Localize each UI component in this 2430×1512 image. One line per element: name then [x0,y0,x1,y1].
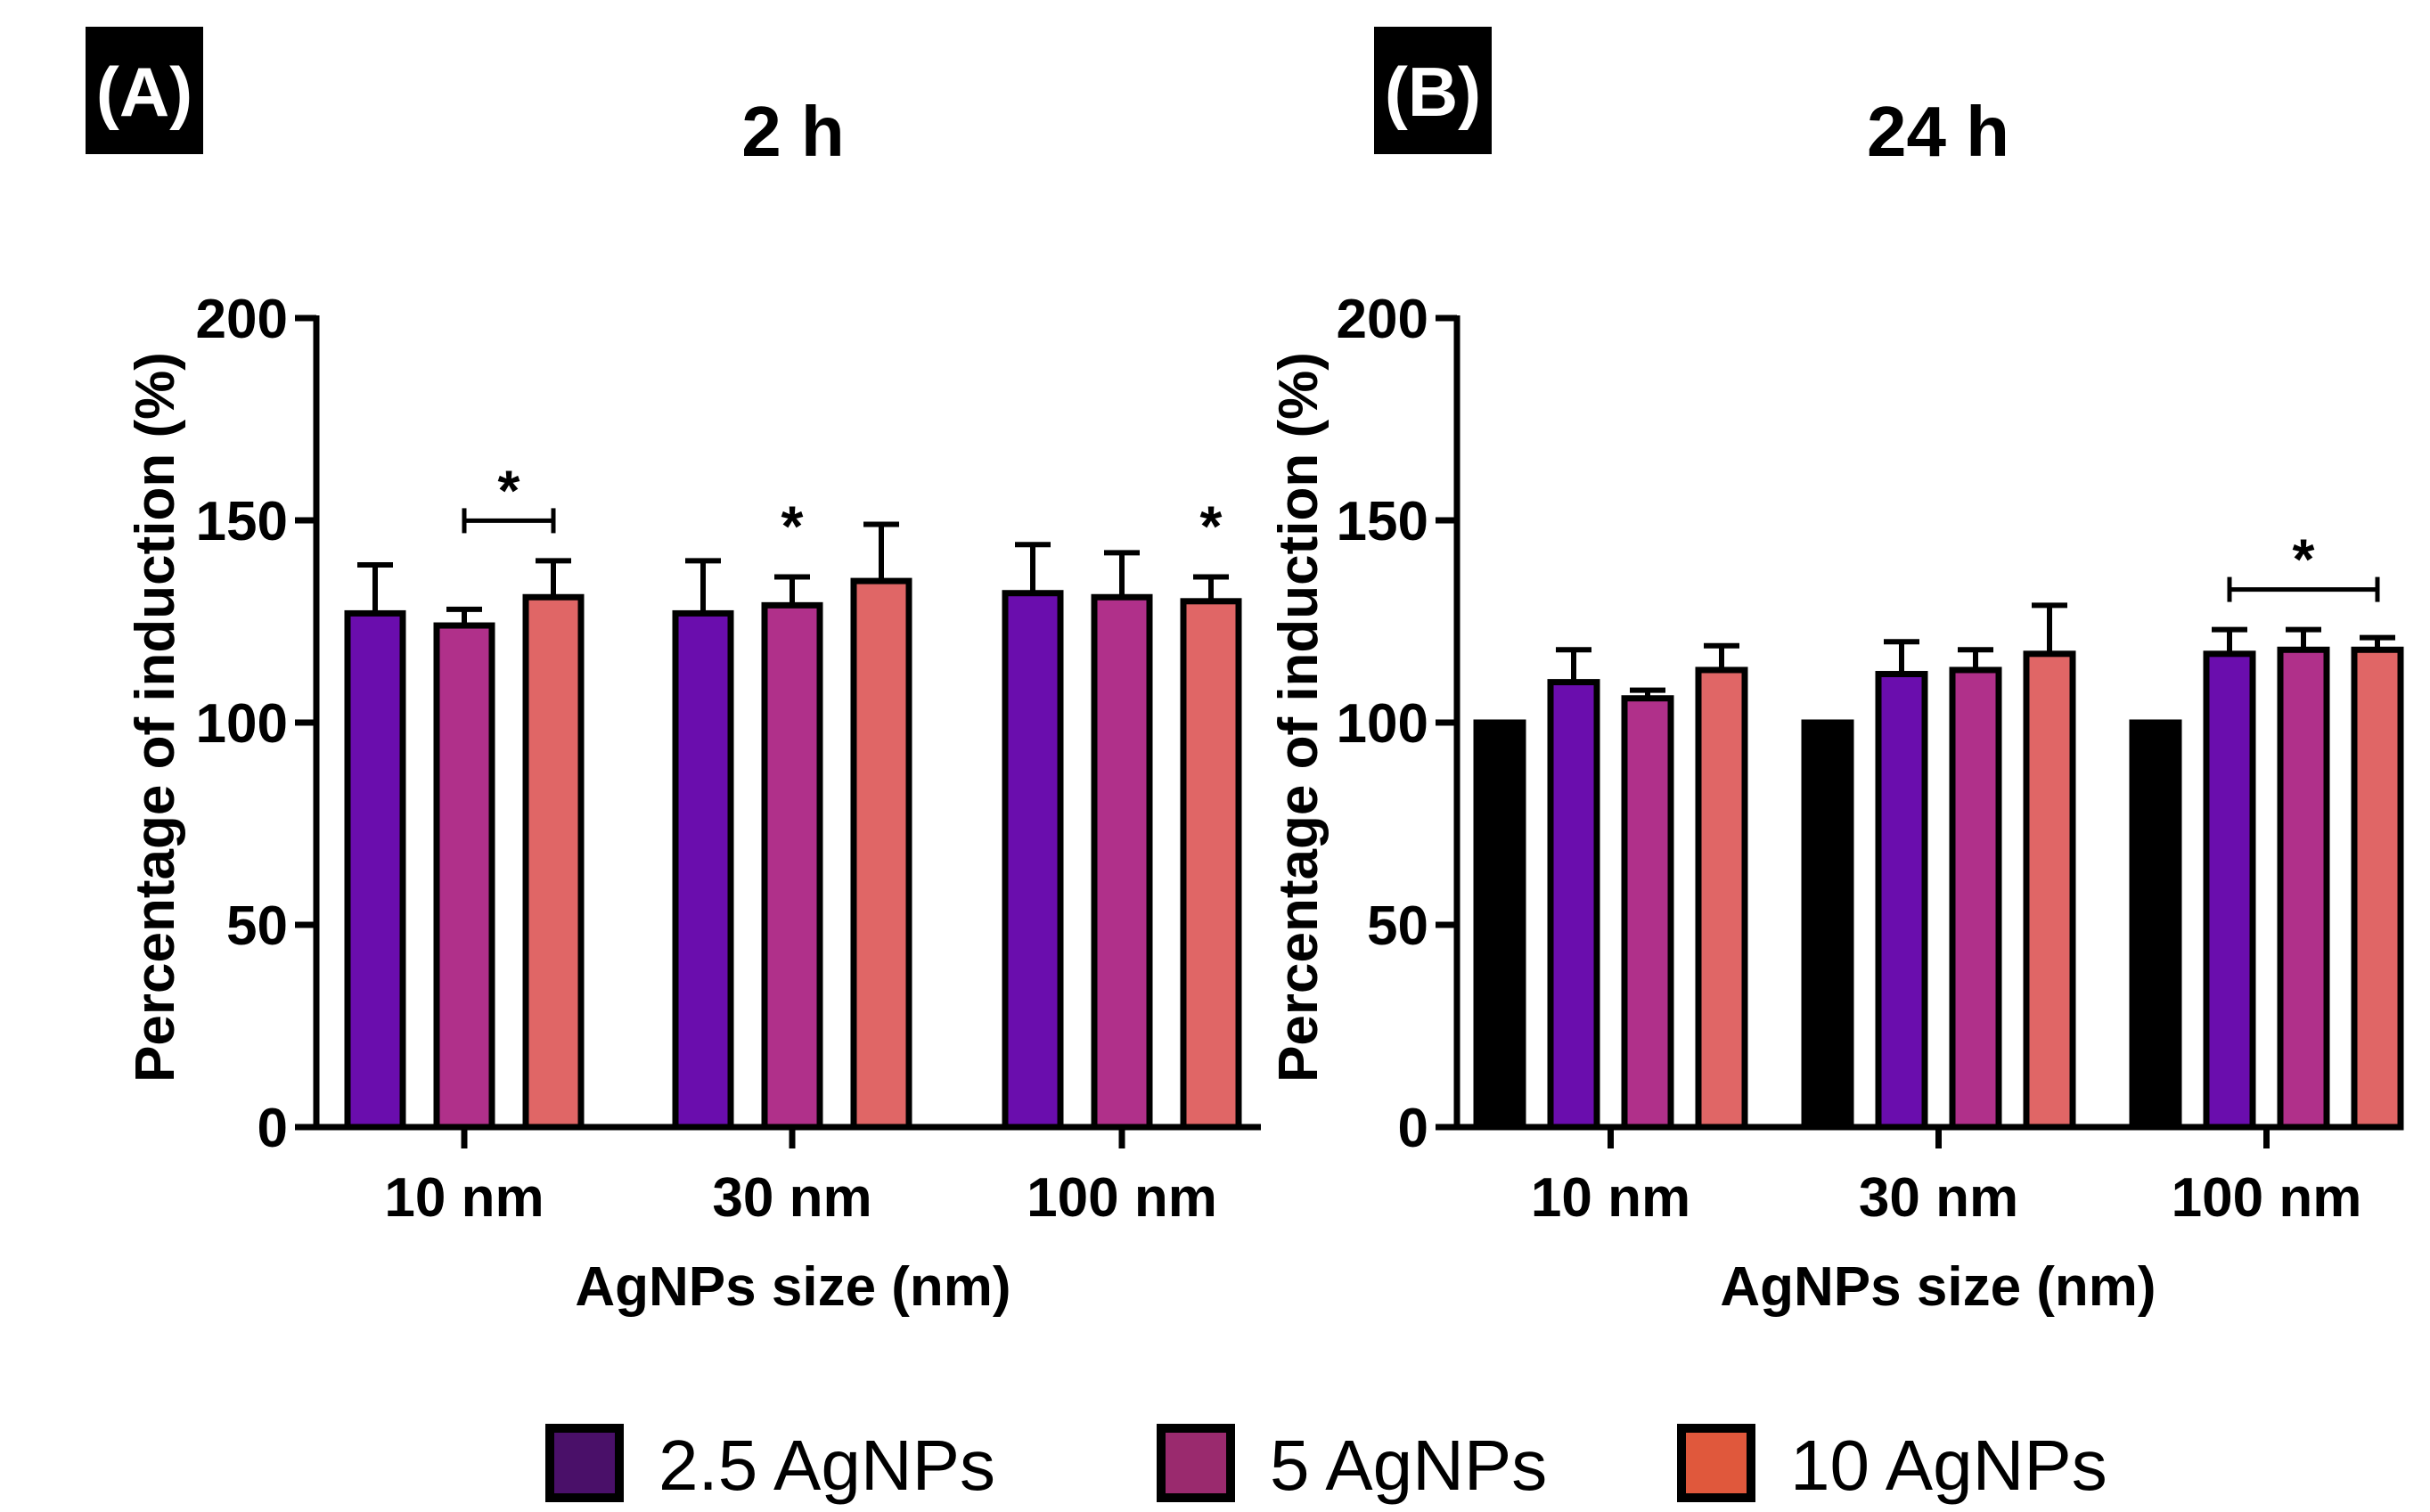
y-tick-label: 100 [1337,693,1428,755]
bar-5-agnps [761,601,823,1131]
bar-5-agnps [1621,695,1674,1131]
chart-title: 2 h [741,92,845,171]
y-tick-label: 0 [1398,1098,1428,1159]
panel-badge [1374,27,1492,154]
bar-10-agnps [1695,666,1748,1131]
x-tick-label: 10 nm [1531,1167,1690,1229]
bar-2-5-agnps [344,609,406,1131]
bar-2-5-agnps [1002,590,1064,1131]
x-tick-label: 30 nm [712,1167,871,1229]
x-axis-label: AgNPs size (nm) [575,1256,1010,1318]
significance-star: * [781,494,804,559]
bar-10-agnps [2351,646,2404,1131]
bar-10-agnps [2023,650,2076,1131]
chart-title: 24 h [1867,92,2009,171]
y-tick-label: 0 [258,1098,288,1159]
x-tick-label: 100 nm [2172,1167,2362,1229]
legend-swatch [1157,1424,1235,1502]
bar-2-5-agnps [2203,650,2256,1131]
y-tick-label: 200 [196,289,288,350]
bar-5-agnps [2277,646,2330,1131]
bar-control [1473,719,1526,1131]
bar-10-agnps [850,577,912,1131]
x-axis-label: AgNPs size (nm) [1720,1256,2156,1318]
bar-5-agnps [1949,666,2002,1131]
legend-swatch [545,1424,624,1502]
panel-letter: (A) [96,53,192,131]
y-tick-label: 50 [226,895,288,957]
x-tick-label: 100 nm [1027,1167,1217,1229]
x-tick-label: 10 nm [384,1167,544,1229]
bar-2-5-agnps [1875,671,1928,1131]
y-tick-label: 150 [1337,491,1428,552]
y-axis-label: Percentage of induction (%) [1268,352,1330,1083]
bar-5-agnps [433,622,495,1131]
bar-2-5-agnps [1547,679,1600,1131]
significance-star: * [2293,527,2315,592]
legend: 2.5 AgNPs 5 AgNPs 10 AgNPs [545,1424,2107,1505]
bar-control [2129,719,2182,1131]
y-tick-label: 50 [1367,895,1428,957]
bar-10-agnps [1180,598,1242,1131]
legend-label: 5 AgNPs [1270,1426,1547,1505]
y-axis-label: Percentage of induction (%) [125,352,186,1083]
panel-badge [86,27,203,154]
y-tick-label: 150 [196,491,288,552]
significance-star: * [498,458,520,522]
bar-2-5-agnps [672,609,734,1131]
panel-letter: (B) [1385,53,1481,131]
y-tick-label: 200 [1337,289,1428,350]
x-tick-label: 30 nm [1859,1167,2018,1229]
significance-star: * [1200,494,1223,559]
legend-label: 2.5 AgNPs [659,1426,995,1505]
legend-swatch [1677,1424,1755,1502]
bar-5-agnps [1091,593,1153,1131]
bar-control [1801,719,1854,1131]
y-tick-label: 100 [196,693,288,755]
bar-10-agnps [522,593,585,1131]
legend-label: 10 AgNPs [1790,1426,2107,1505]
